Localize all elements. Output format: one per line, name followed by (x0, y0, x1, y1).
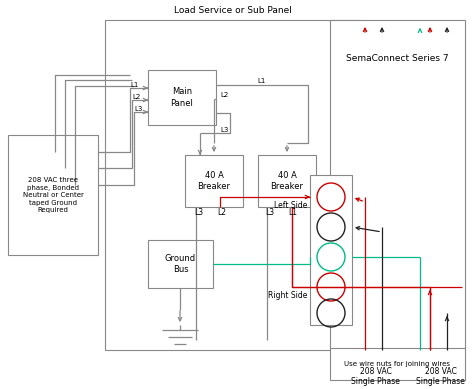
Text: Ground
Bus: Ground Bus (165, 254, 196, 274)
Text: L1: L1 (257, 78, 265, 84)
Text: L2: L2 (217, 207, 226, 217)
Text: L3: L3 (134, 106, 142, 112)
Bar (148, 240, 213, 288)
Text: 208 VAC three
phase, Bonded
Neutral or Center
taped Ground
Required: 208 VAC three phase, Bonded Neutral or C… (23, 177, 83, 213)
Text: SemaConnect Series 7: SemaConnect Series 7 (346, 54, 449, 63)
Bar (185, 155, 243, 207)
Text: Right Side: Right Side (268, 291, 307, 300)
Text: Load Service or Sub Panel: Load Service or Sub Panel (173, 6, 292, 15)
Bar (330, 348, 465, 380)
Bar (310, 175, 352, 325)
Bar (330, 20, 465, 350)
Text: L2: L2 (220, 92, 228, 98)
Text: L3: L3 (265, 207, 274, 217)
Text: 40 A
Breaker: 40 A Breaker (271, 171, 303, 191)
Text: 208 VAC
Single Phase: 208 VAC Single Phase (351, 367, 400, 386)
Text: Left Side: Left Side (273, 200, 307, 210)
Bar (8, 135, 98, 255)
Bar (105, 20, 360, 350)
Text: L1: L1 (130, 82, 138, 88)
Text: L1: L1 (288, 207, 297, 217)
Text: Main
Panel: Main Panel (171, 88, 193, 107)
Text: 40 A
Breaker: 40 A Breaker (198, 171, 230, 191)
Text: L2: L2 (132, 94, 140, 100)
Text: Use wire nuts for joining wires: Use wire nuts for joining wires (345, 361, 450, 367)
Bar (258, 155, 316, 207)
Text: 208 VAC
Single Phase: 208 VAC Single Phase (416, 367, 465, 386)
Text: L3: L3 (194, 207, 203, 217)
Bar (148, 70, 216, 125)
Text: L3: L3 (220, 127, 228, 133)
